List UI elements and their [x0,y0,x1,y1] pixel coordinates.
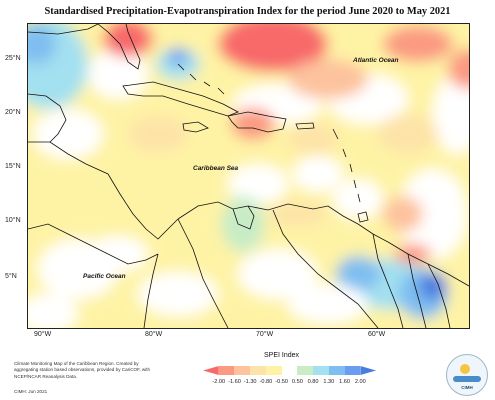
map-title: Standardised Precipitation-Evapotranspir… [44,6,451,17]
south-america-pacific-coast [143,253,159,328]
legend-tick-label: 0.50 [291,379,303,385]
yucatan-outline [28,93,67,143]
sun-icon [460,364,470,374]
latitude-label-25n: 25°N [5,55,21,62]
south-america-north-coast [177,201,469,287]
longitude-label-80w: 80°W [145,331,163,338]
spei-map-canvas [28,24,469,328]
legend-color-segment [250,366,266,375]
wave-icon [453,376,481,382]
atlantic-ocean-label: Atlantic Ocean [353,57,399,64]
latitude-label-10n: 10°N [5,217,21,224]
florida-outline [97,24,141,70]
legend-tick-label: 1.30 [323,379,335,385]
country-border-4 [407,253,427,328]
legend-tick-label: -0.80 [259,379,273,385]
maracaibo-outline [232,205,255,230]
country-border-2 [272,209,379,328]
pacific-coast-outline [28,223,159,265]
logo-text: CIMH [461,385,473,390]
legend-color-segment [281,366,298,375]
legend-tick-label: 2.00 [354,379,366,385]
legend-color-segment [328,366,345,375]
legend-title: SPEI Index [264,352,300,359]
country-border-1 [177,218,229,328]
legend-color-segment [218,366,235,375]
legend-tick-label: 1.60 [339,379,350,385]
trinidad-outline [357,211,369,223]
spei-map: Atlantic Ocean Caribbean Sea Pacific Oce… [27,23,470,329]
hispaniola-outline [227,111,287,133]
central-america-outline [28,141,179,240]
credit-date: CIMH: Jun 2021 [14,389,48,394]
puerto-rico-outline [295,122,315,130]
spei-color-field [28,24,469,328]
legend-colorbar [203,366,377,375]
credit-text: Climate Monitoring Map of the Caribbean … [14,361,151,379]
legend-color-segment [313,366,329,375]
longitude-label-70w: 70°W [256,331,274,338]
legend-color-segment [360,366,377,375]
legend-color-segment [265,366,282,375]
longitude-label-90w: 90°W [34,331,52,338]
gulf-coast-outline [28,24,99,35]
latitude-label-15n: 15°N [5,163,21,170]
legend-tick-label: -1.30 [243,379,257,385]
country-border-3 [372,233,404,328]
legend-color-segment [234,366,251,375]
legend-tick-label: -2.00 [212,379,226,385]
cimh-logo: CIMH [446,354,488,396]
latitude-label-20n: 20°N [5,109,21,116]
legend-color-segment [344,366,361,375]
country-border-5 [427,263,451,328]
legend-color-segment [203,366,219,375]
legend-tick-label: 0.80 [307,379,319,385]
legend-tick-label: -1.60 [228,379,241,385]
longitude-label-60w: 60°W [368,331,386,338]
pacific-ocean-label: Pacific Ocean [83,273,126,280]
lesser-antilles-outline [332,128,361,203]
legend-tick-label: -0.50 [275,379,288,385]
jamaica-outline [182,121,209,133]
caribbean-sea-label: Caribbean Sea [193,165,239,172]
bahamas-outline [177,63,225,95]
latitude-label-5n: 5°N [5,273,17,280]
coastlines [28,24,469,328]
legend-color-segment [297,366,314,375]
legend-tick-labels: -2.00 -1.60 -1.30 -0.80 -0.50 0.50 0.80 1.30 1.6… [203,379,376,387]
